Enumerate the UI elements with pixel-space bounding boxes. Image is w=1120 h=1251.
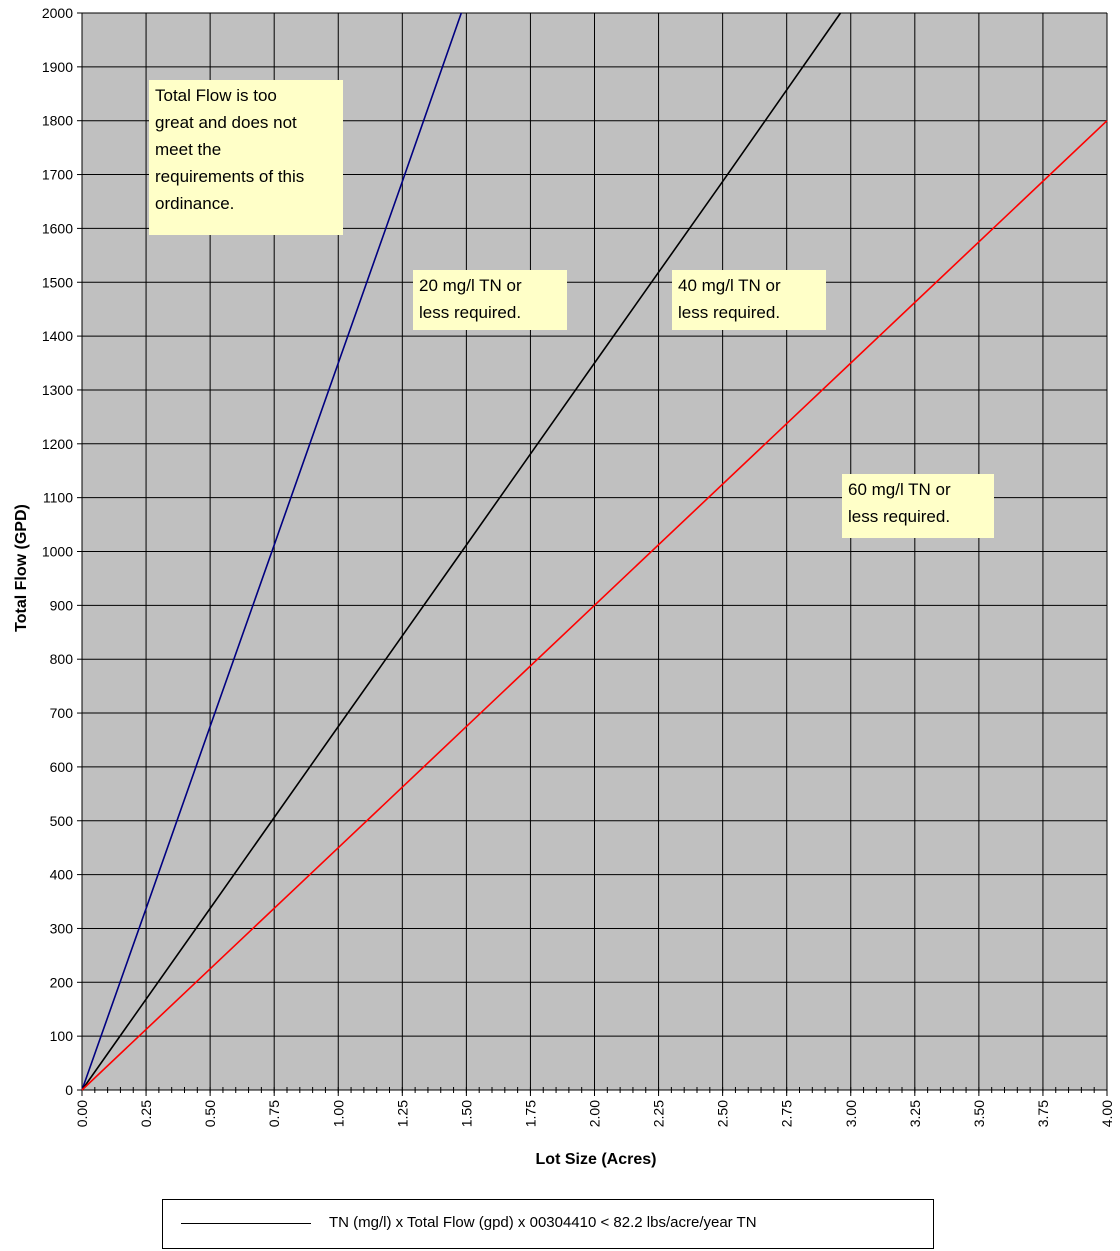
- annotation-line: requirements of this: [155, 167, 305, 186]
- x-tick-label: 2.00: [587, 1100, 603, 1127]
- y-tick-label: 300: [50, 920, 74, 936]
- x-tick-labels: 0.00 0.25 0.50 0.75 1.00 1.25 1.50 1.75 2.00 2.25…: [74, 1100, 1115, 1127]
- x-tick-label: 1.25: [394, 1100, 410, 1127]
- y-tick-label: 1900: [42, 59, 73, 75]
- y-tick-label: 1600: [42, 220, 73, 236]
- x-tick-label: 4.00: [1099, 1100, 1115, 1127]
- y-tick-label: 600: [50, 759, 74, 775]
- annotation-60mg: 60 mg/l TN or less required.: [842, 474, 994, 538]
- annotation-line: great and does not: [155, 113, 297, 132]
- y-axis-title: Total Flow (GPD): [13, 504, 30, 632]
- annotation-line: less required.: [678, 303, 781, 322]
- annotation-line: less required.: [848, 507, 951, 526]
- y-tick-label: 1500: [42, 274, 73, 290]
- y-tick-label: 500: [50, 813, 74, 829]
- y-tick-label: 1700: [42, 167, 73, 183]
- annotation-20mg: 20 mg/l TN or less required.: [413, 270, 567, 330]
- x-tick-label: 1.00: [330, 1100, 346, 1127]
- x-tick-label: 0.00: [74, 1100, 90, 1127]
- y-tick-label: 900: [50, 597, 74, 613]
- y-tick-labels: 0 100 200 300 400 500 600 700 800 900 1000 1100 1200…: [42, 5, 73, 1098]
- x-tick-label: 3.00: [843, 1100, 859, 1127]
- x-tick-label: 1.50: [458, 1100, 474, 1127]
- legend: TN (mg/l) x Total Flow (gpd) x 00304410 …: [162, 1199, 934, 1249]
- x-tick-label: 2.75: [779, 1100, 795, 1127]
- series-line-2: [81, 120, 1108, 1091]
- annotation-40mg: 40 mg/l TN or less required.: [672, 270, 826, 330]
- annotation-line: meet the: [155, 140, 222, 159]
- annotation-line: 20 mg/l TN or: [419, 276, 522, 295]
- annotation-line: Total Flow is too: [155, 86, 277, 105]
- y-tick-label: 2000: [42, 5, 73, 21]
- annotation-line: ordinance.: [155, 194, 235, 213]
- x-tick-label: 2.25: [651, 1100, 667, 1127]
- x-tick-label: 3.25: [907, 1100, 923, 1127]
- y-tick-label: 800: [50, 651, 74, 667]
- annotation-line: less required.: [419, 303, 522, 322]
- y-tick-label: 400: [50, 867, 74, 883]
- y-tick-label: 1800: [42, 113, 73, 129]
- y-tick-label: 1200: [42, 436, 73, 452]
- x-tick-label: 2.50: [715, 1100, 731, 1127]
- y-tick-label: 1400: [42, 328, 73, 344]
- x-tick-label: 0.50: [202, 1100, 218, 1127]
- annotation-line: 40 mg/l TN or: [678, 276, 781, 295]
- annotation-line: 60 mg/l TN or: [848, 480, 951, 499]
- legend-line-swatch: [181, 1223, 311, 1224]
- annotation-too-great: Total Flow is too great and does not meet …: [149, 80, 343, 235]
- x-minor-ticks: [81, 1087, 1108, 1093]
- y-tick-label: 200: [50, 974, 74, 990]
- legend-label: TN (mg/l) x Total Flow (gpd) x 00304410 …: [329, 1214, 757, 1231]
- y-tick-label: 1300: [42, 382, 73, 398]
- x-tick-label: 0.75: [266, 1100, 282, 1127]
- series-lines: [81, 12, 1108, 1091]
- y-tick-label: 0: [65, 1082, 73, 1098]
- y-tick-label: 700: [50, 705, 74, 721]
- series-line-1: [81, 12, 842, 1091]
- x-tick-label: 0.25: [138, 1100, 154, 1127]
- y-tick-label: 100: [50, 1028, 74, 1044]
- grid-lines: [77, 12, 1108, 1096]
- series-line-0: [81, 12, 463, 1091]
- y-tick-label: 1100: [43, 490, 73, 506]
- x-tick-label: 3.75: [1035, 1100, 1051, 1127]
- x-axis-title: Lot Size (Acres): [536, 1151, 657, 1168]
- y-tick-label: 1000: [42, 544, 73, 560]
- x-tick-label: 1.75: [522, 1100, 538, 1127]
- x-tick-label: 3.50: [971, 1100, 987, 1127]
